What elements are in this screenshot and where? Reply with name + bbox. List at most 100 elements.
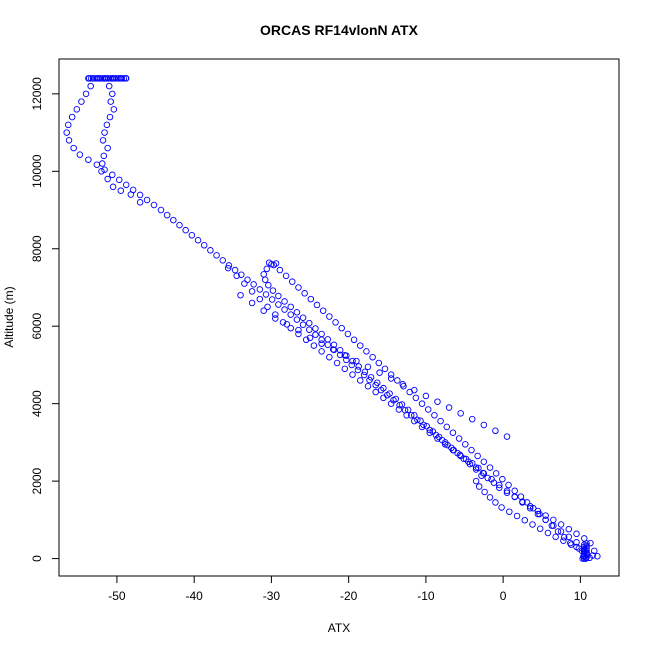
ascent-point <box>260 271 267 278</box>
descent-point <box>348 361 355 369</box>
data-point <box>457 452 464 460</box>
data-point <box>480 421 488 429</box>
ascent-point <box>282 272 290 280</box>
data-point <box>503 487 511 495</box>
descent-point <box>85 156 92 163</box>
descent-point <box>182 226 189 234</box>
ascent-point <box>573 543 580 551</box>
ascent-point <box>275 292 282 300</box>
data-point <box>472 464 480 471</box>
y-tick-label: 6000 <box>30 313 44 340</box>
descent-point <box>93 161 101 168</box>
ascent-point <box>455 435 463 442</box>
data-point <box>380 394 387 402</box>
data-point <box>526 504 534 512</box>
data-point <box>248 299 256 307</box>
descent-point <box>117 187 125 194</box>
ascent-point <box>293 309 301 316</box>
ascent-point <box>506 508 513 515</box>
data-point <box>445 404 453 411</box>
descent-point <box>219 257 227 264</box>
ascent-point <box>301 290 308 297</box>
ascent-point <box>387 371 395 378</box>
descent-point <box>99 137 107 144</box>
data-point <box>542 516 549 524</box>
descent-point <box>106 113 114 121</box>
descent-point <box>110 106 118 113</box>
data-point <box>434 435 441 442</box>
descent-point <box>73 106 81 113</box>
ascent-point <box>330 341 338 349</box>
ascent-point <box>281 298 288 305</box>
ascent-point <box>313 301 321 309</box>
data-point <box>326 353 333 361</box>
data-point <box>295 330 302 338</box>
data-point <box>287 324 294 332</box>
ascent-point <box>499 475 506 483</box>
data-point <box>233 272 240 280</box>
descent-point <box>299 321 307 328</box>
descent-point <box>407 412 415 419</box>
ascent-point <box>435 433 443 441</box>
descent-point <box>101 166 108 174</box>
data-point <box>550 522 557 529</box>
descent-point <box>231 266 239 274</box>
ascent-point <box>276 266 284 274</box>
data-point <box>411 417 418 425</box>
descent-point <box>100 152 108 160</box>
ascent-point <box>441 439 449 446</box>
ascent-point <box>544 529 552 537</box>
descent-point <box>109 183 117 191</box>
descent-point <box>213 252 220 259</box>
data-point <box>399 381 406 388</box>
descent-point <box>268 296 276 303</box>
descent-point <box>426 426 434 434</box>
data-point <box>565 533 573 541</box>
data-point <box>364 382 372 390</box>
data-point <box>422 392 430 400</box>
descent-point <box>105 82 113 90</box>
descent-point <box>107 98 115 105</box>
descent-point <box>68 113 76 121</box>
descent-point <box>594 552 601 560</box>
ascent-point <box>475 483 483 490</box>
ascent-point <box>287 303 294 311</box>
descent-point <box>176 221 183 229</box>
ascent-point <box>375 359 383 367</box>
descent-point <box>496 484 503 491</box>
ascent-point <box>355 363 362 370</box>
descent-point <box>163 211 171 219</box>
descent-point <box>104 175 111 183</box>
x-tick-label: -40 <box>186 589 204 603</box>
ascent-point <box>363 348 370 355</box>
data-point <box>122 75 130 82</box>
descent-point <box>591 547 598 555</box>
descent-point <box>287 311 294 318</box>
ascent-point <box>492 470 500 477</box>
descent-point <box>565 525 573 533</box>
data-point <box>256 295 264 303</box>
descent-point <box>78 98 85 105</box>
ascent-point <box>560 534 568 541</box>
descent-point <box>225 262 233 269</box>
x-tick-label: 10 <box>574 589 588 603</box>
data-point <box>449 446 457 454</box>
ascent-point <box>412 394 420 402</box>
data-point <box>260 307 267 314</box>
ascent-point <box>356 342 364 349</box>
data-point <box>310 342 318 349</box>
descent-point <box>157 206 165 214</box>
descent-point <box>65 121 72 129</box>
ascent-point <box>381 365 389 373</box>
ascent-point <box>336 346 344 354</box>
descent-point <box>63 129 70 136</box>
ascent-point <box>560 537 567 545</box>
descent-point <box>503 489 511 496</box>
ascent-point <box>529 521 536 528</box>
descent-point <box>557 521 565 528</box>
descent-point <box>354 366 362 374</box>
data-point <box>120 75 128 82</box>
ascent-point <box>369 353 376 361</box>
descent-point <box>115 176 123 184</box>
